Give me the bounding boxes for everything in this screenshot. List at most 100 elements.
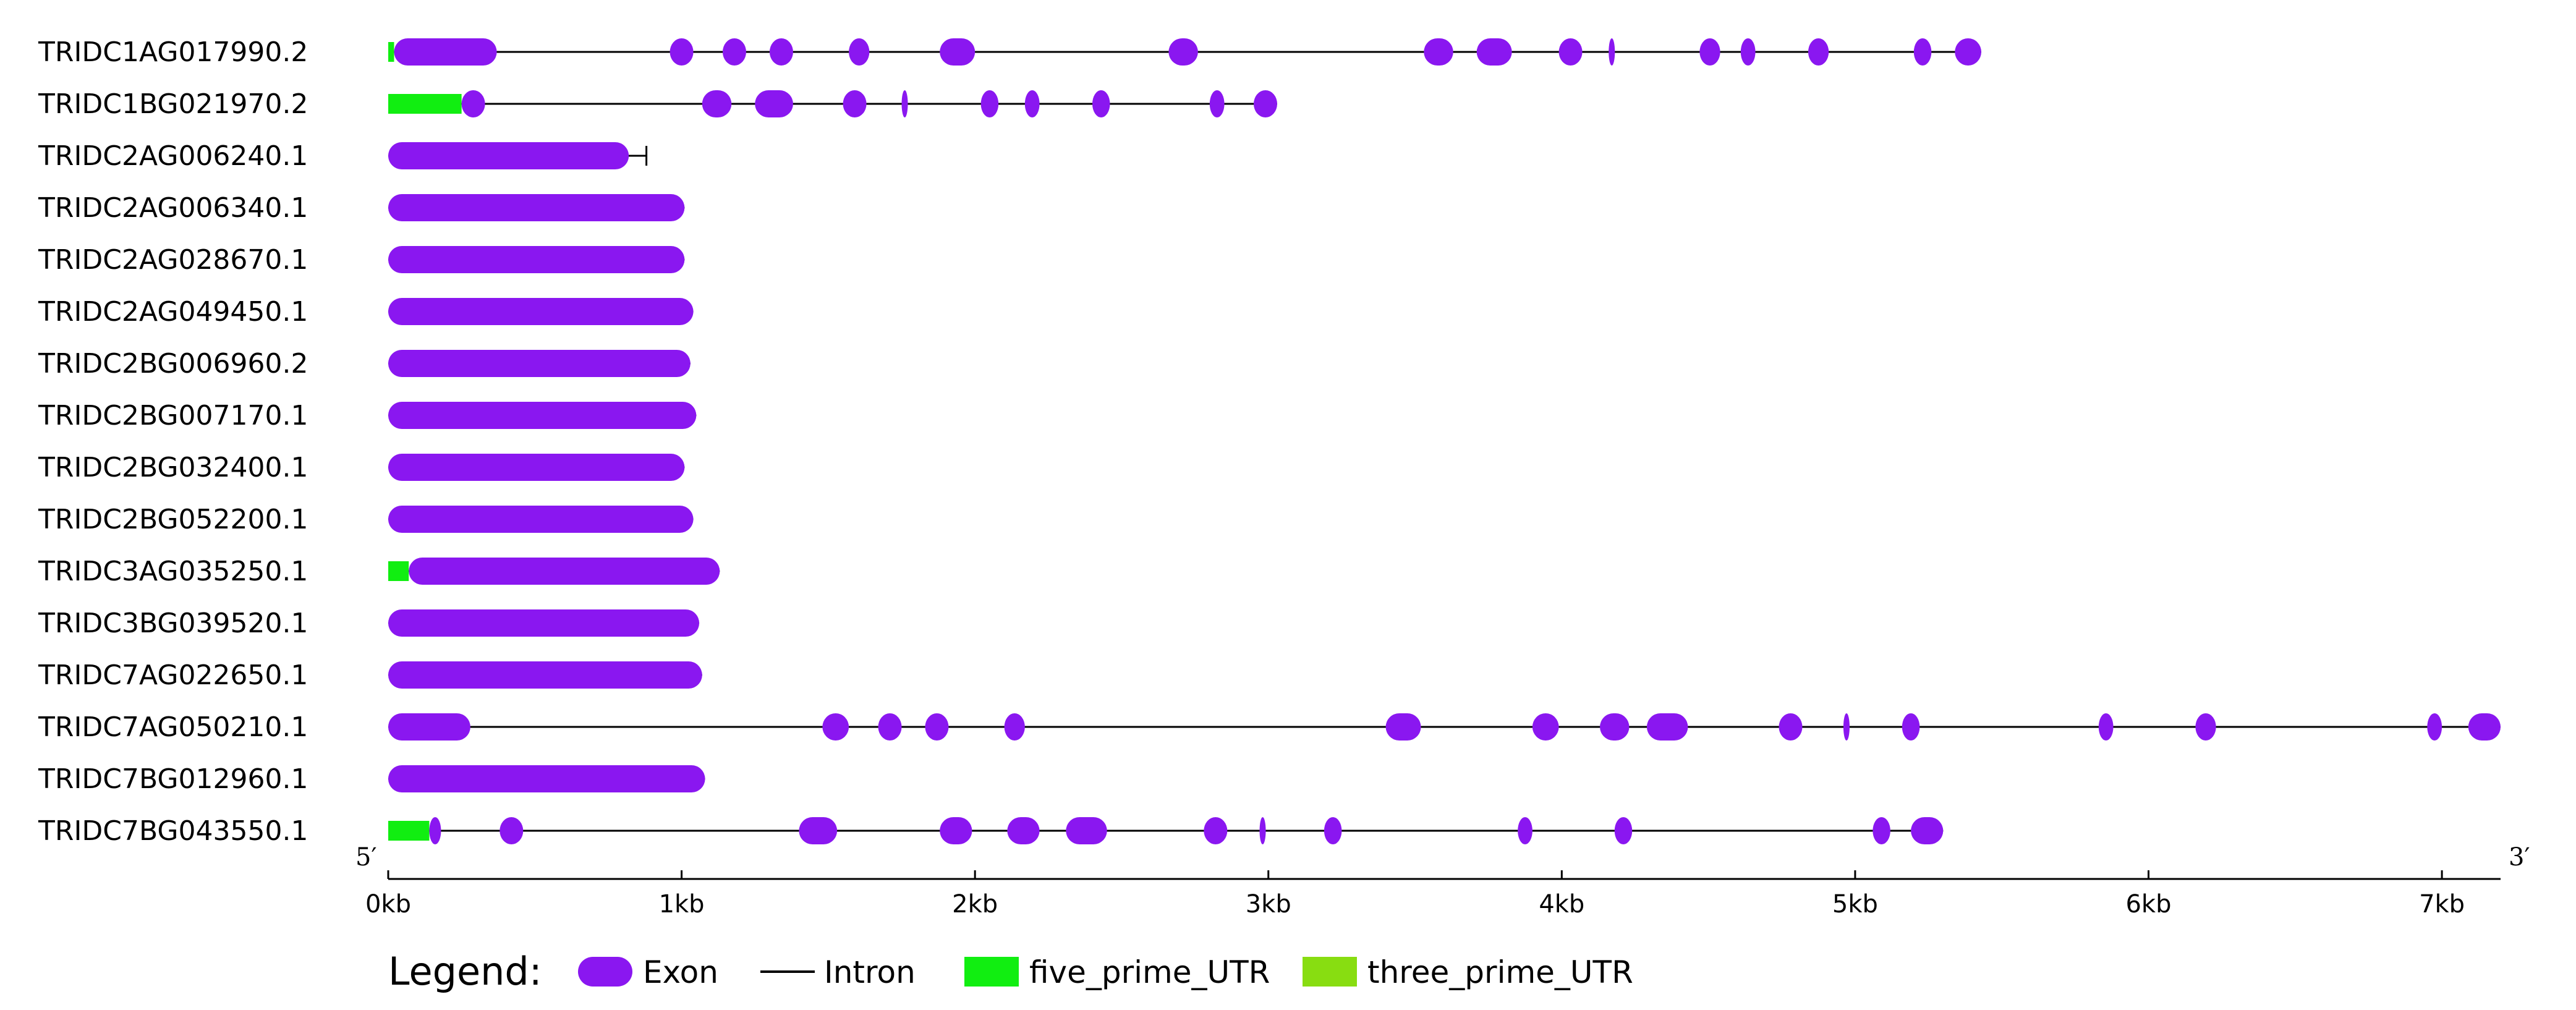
exon [1558,38,1583,66]
exon [1911,817,1944,844]
exon [1808,38,1829,66]
exon [1476,38,1512,66]
axis-tick-label: 4kb [1539,890,1584,919]
exon [429,817,441,844]
exon [1004,713,1025,741]
five-prime-utr [388,561,409,581]
exon [388,661,702,689]
exon [925,713,949,741]
exon [1955,38,1981,66]
exon [1204,817,1228,844]
gene-label: TRIDC1AG017990.2 [38,36,308,68]
exon [388,765,705,792]
gene-track: TRIDC7AG022650.1 [38,660,702,691]
scale-axis: 5′ 3′ 0kb 1kb 2kb 3kb 4kb 5kb 6kb 7kb [355,843,2530,919]
exon [388,350,691,377]
gene-label: TRIDC2BG007170.1 [38,400,308,431]
gene-label: TRIDC3BG039520.1 [38,608,308,639]
exon [1259,817,1266,844]
legend-exon-label: Exon [643,954,718,990]
exon [394,38,497,66]
gene-label: TRIDC2BG032400.1 [38,452,308,483]
exon [670,38,694,66]
exon [2468,713,2501,741]
exon [388,142,629,169]
exon [388,609,700,637]
exon [1007,817,1040,844]
exon [843,90,867,117]
exon [1699,38,1720,66]
gene-label: TRIDC7BG043550.1 [38,815,308,847]
five-prime-utr [388,821,430,841]
gene-track: TRIDC7BG012960.1 [38,763,705,795]
three-prime-end-label: 3′ [2509,843,2530,872]
exon [1385,713,1421,741]
exon [849,38,870,66]
exon [901,90,908,117]
legend-title: Legend: [388,949,542,994]
axis-tick-label: 6kb [2125,890,2171,919]
exon [1913,38,1932,66]
exon [1902,713,1920,741]
gene-track: TRIDC2BG007170.1 [38,400,697,431]
gene-track: TRIDC7AG050210.1 [38,711,2501,743]
exon [1324,817,1342,844]
exon [822,713,849,741]
gene-track: TRIDC2BG052200.1 [38,504,694,535]
legend-five-prime-utr-swatch [964,957,1019,987]
exon [702,90,732,117]
exon [1254,90,1277,117]
gene-label: TRIDC2BG006960.2 [38,348,308,380]
gene-label: TRIDC2AG006340.1 [38,192,308,224]
axis-tick-label: 5kb [1832,890,1878,919]
five-prime-utr [388,42,394,62]
legend-intron-label: Intron [824,954,916,990]
exon [799,817,838,844]
exon [388,194,685,221]
gene-track: TRIDC7BG043550.1 [38,815,1944,847]
gene-track: TRIDC1BG021970.2 [38,88,1277,120]
exon [1600,713,1630,741]
gene-track: TRIDC2AG049450.1 [38,296,694,328]
exon [1092,90,1110,117]
exon [388,454,685,481]
gene-track: TRIDC3AG035250.1 [38,556,720,587]
exon [409,558,720,585]
legend-exon-swatch [578,957,632,987]
gene-track: TRIDC2AG006240.1 [38,140,648,172]
gene-label: TRIDC1BG021970.2 [38,88,308,120]
exon [1024,90,1040,117]
gene-tracks: TRIDC1AG017990.2 TRIDC1BG021970.2 TRIDC2AG… [38,36,2501,847]
gene-track: TRIDC1AG017990.2 [38,36,1981,68]
axis-tick-label: 7kb [2419,890,2465,919]
exon [2098,713,2114,741]
legend-five-prime-utr-label: five_prime_UTR [1029,954,1270,990]
exon [1532,713,1559,741]
exon [388,713,470,741]
gene-label: TRIDC7BG012960.1 [38,763,308,795]
exon [1066,817,1107,844]
legend-three-prime-utr-label: three_prime_UTR [1367,954,1633,990]
axis-tick-label: 0kb [365,890,411,919]
exon [499,817,524,844]
five-prime-utr [388,94,462,114]
exon [2427,713,2442,741]
exon [1843,713,1850,741]
exon [1872,817,1890,844]
gene-track: TRIDC3BG039520.1 [38,608,700,639]
exon [723,38,746,66]
axis-tick-label: 2kb [952,890,998,919]
exon [1424,38,1453,66]
exon [1779,713,1803,741]
gene-label: TRIDC2AG028670.1 [38,244,308,276]
exon [1168,38,1198,66]
exon [1740,38,1756,66]
legend-three-prime-utr-swatch [1303,957,1357,987]
five-prime-end-label: 5′ [355,843,377,872]
exon [940,38,976,66]
exon [1518,817,1532,844]
gene-track: TRIDC2AG028670.1 [38,244,685,276]
gene-label: TRIDC2AG006240.1 [38,140,308,172]
gene-track: TRIDC2BG032400.1 [38,452,685,483]
